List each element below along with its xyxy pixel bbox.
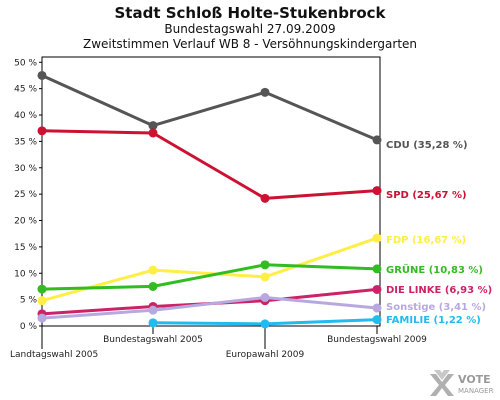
data-point (148, 121, 158, 131)
x-tick-label: Bundestagswahl 2009 (327, 335, 427, 345)
data-point (260, 193, 270, 203)
logo-x-icon (430, 370, 454, 396)
series-line-sonstige (41, 296, 378, 320)
data-point (260, 272, 270, 282)
data-point (37, 126, 47, 136)
y-tick-label: 0 % (20, 322, 38, 332)
series-line-cdu (41, 74, 378, 142)
data-point (260, 87, 270, 97)
series-label: SPD (25,67 %) (386, 190, 467, 201)
data-point (260, 293, 270, 303)
series-label: Sonstige (3,41 %) (386, 302, 486, 313)
series-label: GRÜNE (10,83 %) (386, 262, 483, 276)
data-point (372, 284, 382, 294)
x-tick-label: Bundestagswahl 2005 (103, 335, 203, 345)
vote-manager-logo: VOTE MANAGER (430, 370, 494, 396)
y-tick-label: 35 % (14, 137, 37, 147)
y-tick-label: 50 % (14, 58, 37, 68)
y-tick-label: 30 % (14, 164, 37, 174)
logo-line2: MANAGER (458, 387, 494, 395)
data-point (372, 233, 382, 243)
data-point (372, 186, 382, 196)
y-tick-label: 10 % (14, 269, 37, 279)
y-tick-label: 25 % (14, 190, 37, 200)
series-line-grüne (41, 263, 378, 291)
data-point (37, 296, 47, 306)
data-point (37, 284, 47, 294)
x-tick-label: Europawahl 2009 (226, 350, 305, 360)
data-point (148, 128, 158, 138)
series-label: FDP (16,67 %) (386, 235, 466, 246)
y-tick-label: 15 % (14, 243, 37, 253)
x-tick-label: Landtagswahl 2005 (10, 350, 98, 360)
y-tick-label: 20 % (14, 217, 37, 227)
data-point (260, 260, 270, 270)
data-point (37, 313, 47, 323)
data-point (148, 281, 158, 291)
chart-subtitle-date: Bundestagswahl 27.09.2009 (164, 22, 336, 36)
series-line-die-linke (41, 287, 378, 316)
data-point (372, 303, 382, 313)
chart-title: Stadt Schloß Holte-Stukenbrock (114, 4, 386, 22)
series-line-spd (41, 129, 378, 200)
data-point (148, 318, 158, 328)
data-point (148, 265, 158, 275)
data-point (260, 319, 270, 329)
y-tick-label: 45 % (14, 85, 37, 95)
logo-line1: VOTE (458, 373, 491, 386)
series-label: FAMILIE (1,22 %) (386, 315, 481, 326)
y-tick-label: 5 % (20, 296, 38, 306)
chart-subtitle-district: Zweitstimmen Verlauf WB 8 - Versöhnungsk… (82, 37, 418, 51)
series-label: CDU (35,28 %) (386, 140, 468, 151)
series-line-fdp (41, 236, 378, 303)
data-point (372, 315, 382, 325)
data-point (37, 70, 47, 80)
data-point (148, 305, 158, 315)
series-label: DIE LINKE (6,93 %) (386, 285, 492, 296)
data-point (372, 135, 382, 145)
data-point (372, 264, 382, 274)
y-tick-label: 40 % (14, 111, 37, 121)
